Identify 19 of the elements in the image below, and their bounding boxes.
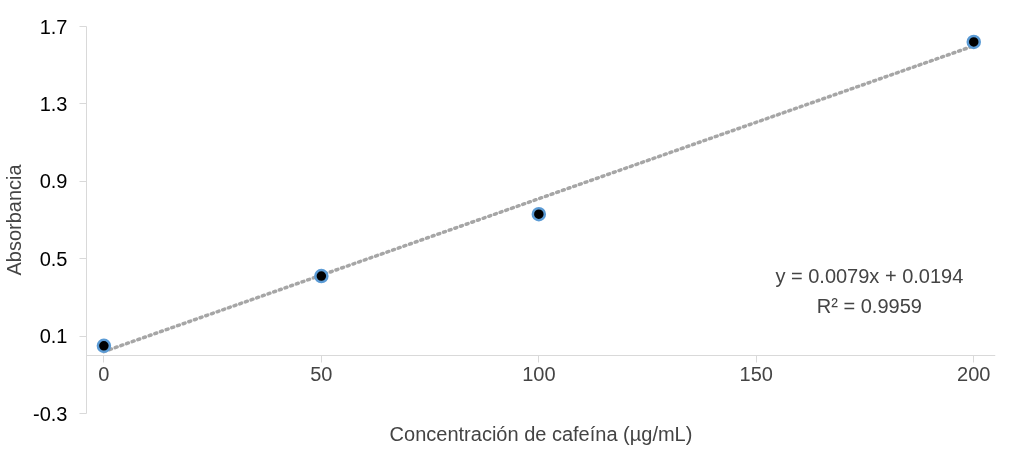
point [314,268,329,284]
y-tick-label: -0.3 [33,402,68,425]
y-tick-label: 0.9 [39,170,68,193]
y-tick-label: 0.1 [39,325,68,348]
annotation: y = 0.0079x + 0.0194 [775,265,964,288]
point [531,206,547,222]
x-tick-label: 50 [310,363,333,386]
y-axis-title: Absorbancia [3,163,26,276]
y-tick-label: 1.7 [39,15,68,38]
x-tick-label: 200 [957,363,991,386]
annotation: R² = 0.9959 [816,295,922,318]
x-tick-label: 150 [739,363,773,386]
x-tick-label: 0 [98,363,110,386]
x-tick-label: 100 [522,363,556,386]
y-tick-label: 0.5 [39,247,68,270]
y-tick-label: 1.3 [39,92,68,115]
x-axis-title: Concentración de cafeína (µg/mL) [389,422,693,445]
point [96,338,112,354]
point [966,34,981,50]
